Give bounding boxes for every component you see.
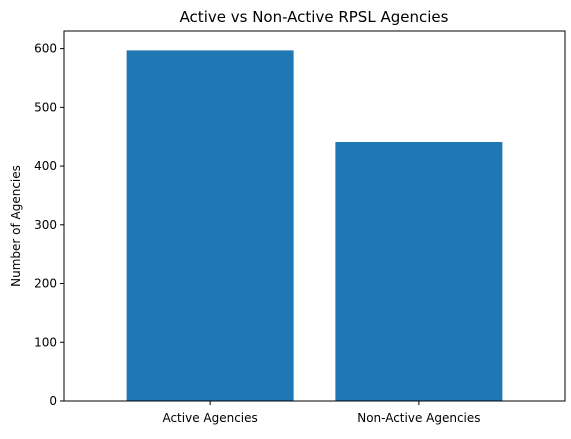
y-tick-label: 100 xyxy=(34,335,57,349)
x-tick-label: Active Agencies xyxy=(162,411,257,425)
y-tick-label: 400 xyxy=(34,159,57,173)
y-axis-ticks: 0 100 200 300 400 500 600 xyxy=(34,42,64,408)
bar-active-agencies xyxy=(126,50,294,401)
chart-title: Active vs Non-Active RPSL Agencies xyxy=(180,8,449,26)
plot-frame xyxy=(63,30,566,402)
y-tick-label: 500 xyxy=(34,100,57,114)
y-tick-label: 300 xyxy=(34,218,57,232)
y-tick-label: 200 xyxy=(34,277,57,291)
bar-non-active-agencies xyxy=(335,142,503,401)
bars-group xyxy=(126,50,503,401)
x-axis-ticks: Active Agencies Non-Active Agencies xyxy=(162,401,481,425)
y-tick-label: 0 xyxy=(49,394,57,408)
y-tick-label: 600 xyxy=(34,42,57,56)
x-tick-label: Non-Active Agencies xyxy=(357,411,480,425)
y-axis-label: Number of Agencies xyxy=(9,165,23,287)
